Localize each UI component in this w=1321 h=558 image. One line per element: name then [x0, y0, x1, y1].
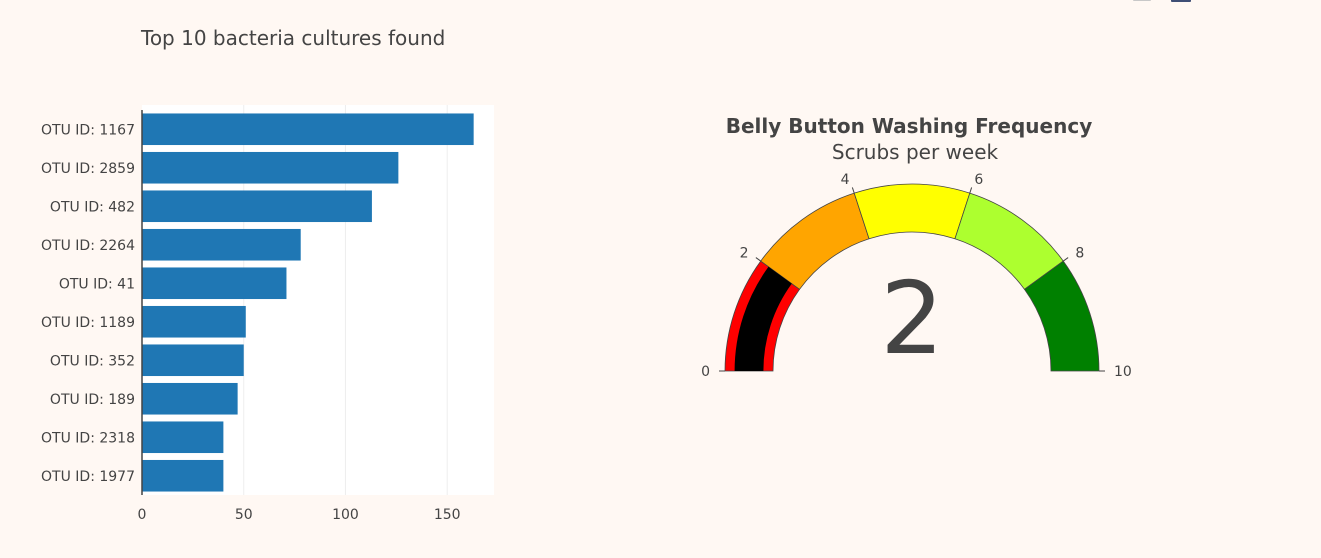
gauge-value: 2	[880, 260, 944, 377]
bar[interactable]	[142, 228, 301, 261]
bar-y-tick-label: OTU ID: 2318	[41, 430, 135, 446]
gauge-title: Belly Button Washing Frequency	[726, 114, 1092, 138]
bar-chart: OTU ID: 1167 OTU ID: 2859 OTU ID: 482 OTU I…	[41, 105, 494, 523]
gauge-tick-label: 8	[1075, 245, 1084, 261]
gauge-tick	[755, 257, 762, 262]
bar-y-tick-label: OTU ID: 1189	[41, 315, 135, 331]
gauge-tick-label: 10	[1114, 364, 1132, 380]
gauge-chart: Belly Button Washing Frequency Scrubs pe…	[701, 114, 1132, 380]
bar-y-tick-label: OTU ID: 1977	[41, 469, 135, 485]
gauge-tick-label: 0	[701, 364, 710, 380]
bar[interactable]	[142, 267, 287, 300]
bar-y-tick-label: OTU ID: 482	[50, 199, 135, 215]
gauge-tick-label: 6	[974, 172, 983, 188]
bar-y-tick-label: OTU ID: 2264	[41, 238, 135, 254]
bar[interactable]	[142, 151, 399, 184]
bar-y-tick-label: OTU ID: 352	[50, 353, 135, 369]
chart-modebar	[1128, 0, 1198, 10]
gauge-tick	[1062, 257, 1069, 262]
bar-y-tick-label: OTU ID: 2859	[41, 161, 135, 177]
gauge-subtitle: Scrubs per week	[832, 140, 999, 164]
bar-y-tick-label: OTU ID: 41	[59, 276, 135, 292]
bar[interactable]	[142, 190, 372, 223]
gauge-value-bar	[734, 266, 792, 371]
bar[interactable]	[142, 305, 246, 338]
bar-y-tick-label: OTU ID: 1167	[41, 122, 135, 138]
bar-x-tick-label: 100	[332, 507, 359, 523]
bar[interactable]	[142, 421, 224, 454]
bar[interactable]	[142, 382, 238, 415]
bar-x-tick-label: 50	[235, 507, 253, 523]
bar-x-tick-label: 150	[434, 507, 461, 523]
camera-icon[interactable]	[1132, 0, 1152, 8]
bar-chart-title: Top 10 bacteria cultures found	[141, 26, 446, 50]
gauge-step	[853, 183, 971, 240]
gauge-tick	[969, 187, 973, 194]
bar[interactable]	[142, 344, 244, 377]
bar-y-tick-label: OTU ID: 189	[50, 392, 135, 408]
bar[interactable]	[142, 459, 224, 492]
gauge-tick-label: 4	[841, 172, 850, 188]
plotly-logo-icon[interactable]	[1171, 0, 1191, 8]
gauge-tick-label: 2	[740, 245, 749, 261]
gauge-tick	[851, 187, 855, 194]
bar[interactable]	[142, 113, 474, 146]
bar-x-tick-label: 0	[138, 507, 147, 523]
